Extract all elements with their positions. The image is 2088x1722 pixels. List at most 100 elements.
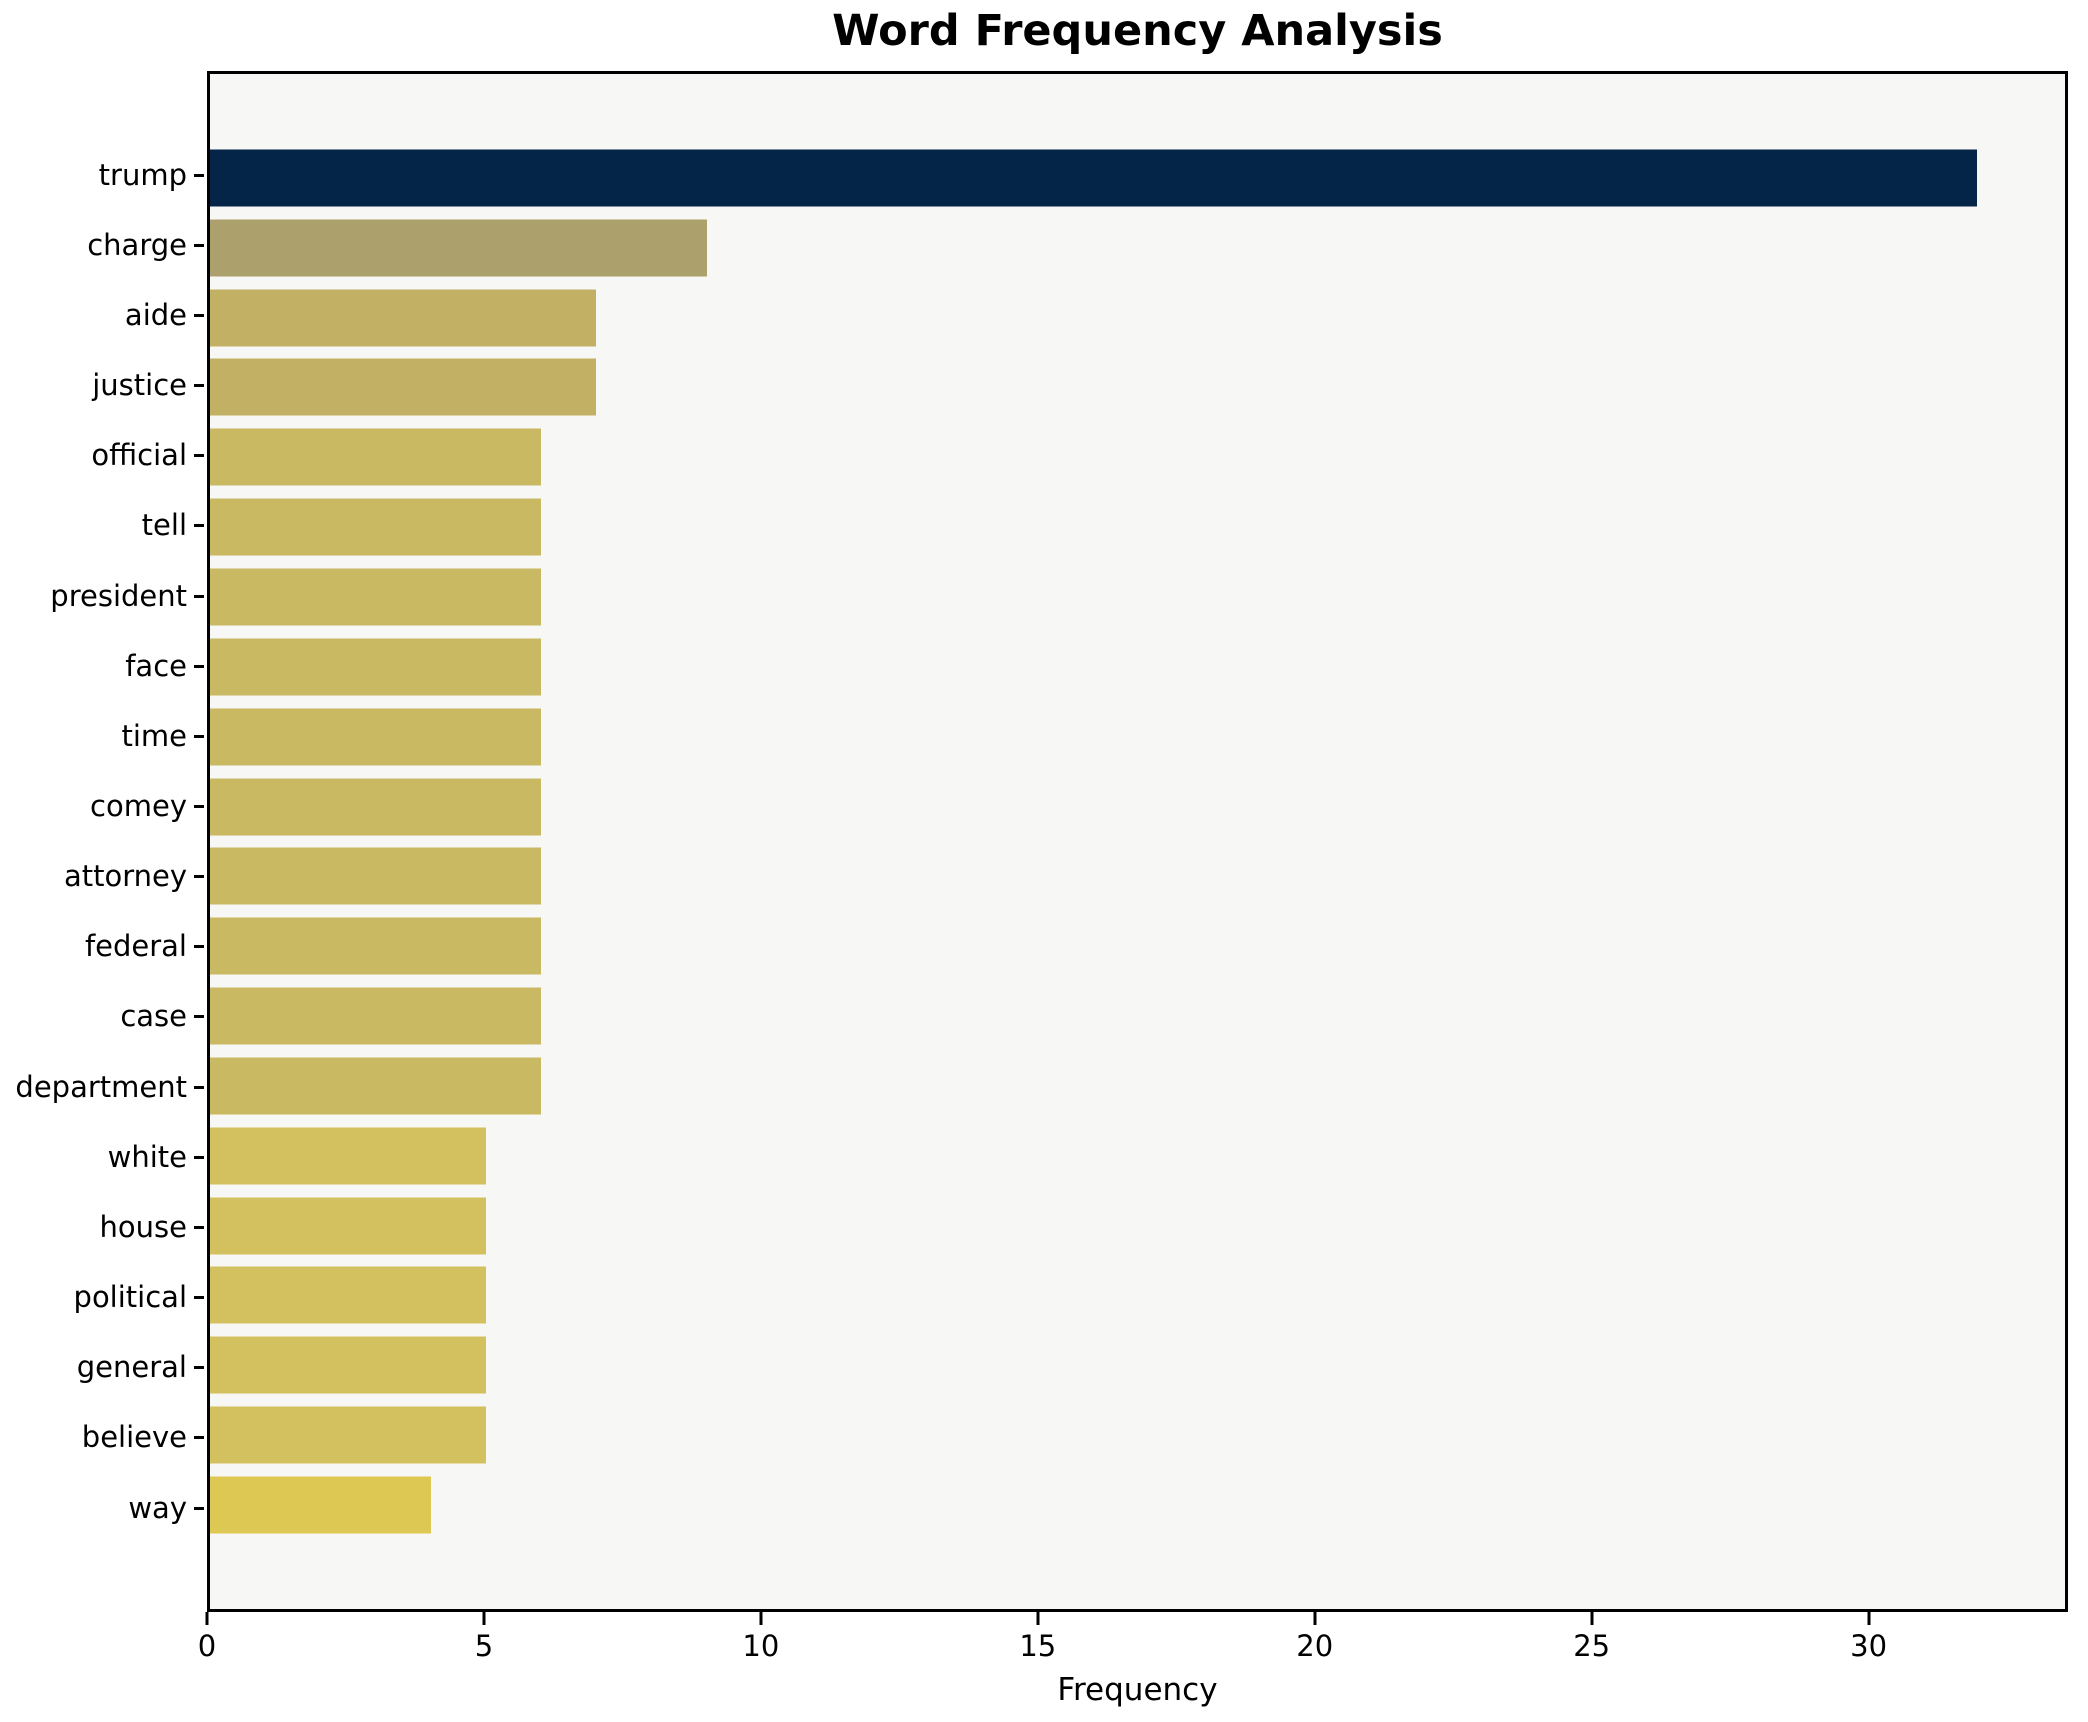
y-tick-label-house: house bbox=[99, 1209, 187, 1244]
bar-justice bbox=[210, 358, 597, 416]
bar-row bbox=[210, 283, 2065, 353]
bar-row bbox=[210, 213, 2065, 283]
y-tick-row: white bbox=[0, 1122, 204, 1192]
bar-white bbox=[210, 1127, 487, 1185]
y-tick-mark bbox=[194, 1506, 204, 1510]
bar-row bbox=[210, 353, 2065, 423]
x-tick-label: 25 bbox=[1573, 1629, 1611, 1663]
bar-row bbox=[210, 562, 2065, 632]
y-tick-mark bbox=[194, 804, 204, 808]
x-tick-mark bbox=[1867, 1612, 1871, 1625]
y-tick-mark bbox=[194, 384, 204, 388]
y-tick-label-tell: tell bbox=[141, 508, 187, 543]
y-tick-row: face bbox=[0, 631, 204, 701]
bar-row bbox=[210, 702, 2065, 772]
y-tick-label-time: time bbox=[121, 718, 187, 753]
y-tick-mark bbox=[194, 594, 204, 598]
bar-trump bbox=[210, 149, 1977, 207]
y-tick-label-white: white bbox=[107, 1139, 187, 1174]
y-tick-mark bbox=[194, 1296, 204, 1300]
x-axis: 0 5 10 15 20 25 30 bbox=[198, 1610, 2068, 1690]
y-tick-label-president: president bbox=[50, 578, 187, 613]
bar-attorney bbox=[210, 847, 542, 905]
bar-time bbox=[210, 708, 542, 766]
y-tick-label-official: official bbox=[91, 438, 187, 473]
y-tick-row: official bbox=[0, 421, 204, 491]
bar-aide bbox=[210, 289, 597, 347]
bar-house bbox=[210, 1197, 487, 1255]
x-tick-mark bbox=[1313, 1612, 1317, 1625]
y-tick-row: aide bbox=[0, 280, 204, 350]
y-tick-row: house bbox=[0, 1192, 204, 1262]
x-tick-label: 5 bbox=[474, 1629, 494, 1663]
y-axis: trump charge aide justice official tell presid… bbox=[0, 71, 204, 1612]
y-tick-label-charge: charge bbox=[87, 227, 187, 262]
y-tick-mark bbox=[194, 1436, 204, 1440]
y-tick-label-trump: trump bbox=[98, 157, 187, 192]
bar-face bbox=[210, 638, 542, 696]
y-tick-row: trump bbox=[0, 140, 204, 210]
y-tick-label-comey: comey bbox=[90, 788, 187, 823]
bar-way bbox=[210, 1476, 431, 1534]
y-tick-mark bbox=[194, 1155, 204, 1159]
y-tick-row: case bbox=[0, 982, 204, 1052]
y-tick-label-aide: aide bbox=[124, 297, 187, 332]
y-tick-mark bbox=[194, 734, 204, 738]
x-tick-mark bbox=[759, 1612, 763, 1625]
y-tick-row: department bbox=[0, 1052, 204, 1122]
y-tick-mark bbox=[194, 173, 204, 177]
bar-comey bbox=[210, 778, 542, 836]
bar-row bbox=[210, 841, 2065, 911]
y-tick-label-case: case bbox=[120, 999, 187, 1034]
bar-official bbox=[210, 428, 542, 486]
y-tick-mark bbox=[194, 1225, 204, 1229]
bars-container bbox=[210, 74, 2065, 1609]
x-axis-label: Frequency bbox=[1057, 1672, 1218, 1708]
y-tick-label-believe: believe bbox=[81, 1420, 187, 1455]
y-tick-label-justice: justice bbox=[92, 368, 187, 403]
x-tick-mark bbox=[1590, 1612, 1594, 1625]
y-tick-mark bbox=[194, 524, 204, 528]
bar-row bbox=[210, 1330, 2065, 1400]
bar-row bbox=[210, 143, 2065, 213]
x-tick-mark bbox=[482, 1612, 486, 1625]
x-tick-mark bbox=[1036, 1612, 1040, 1625]
bar-row bbox=[210, 772, 2065, 842]
y-tick-label-political: political bbox=[73, 1280, 187, 1315]
bar-believe bbox=[210, 1406, 487, 1464]
y-tick-label-general: general bbox=[76, 1350, 187, 1385]
chart-title: Word Frequency Analysis bbox=[832, 6, 1443, 56]
y-tick-label-face: face bbox=[125, 648, 187, 683]
bar-general bbox=[210, 1336, 487, 1394]
bar-president bbox=[210, 568, 542, 626]
y-tick-label-attorney: attorney bbox=[63, 859, 187, 894]
bar-row bbox=[210, 1400, 2065, 1470]
bar-federal bbox=[210, 917, 542, 975]
y-tick-row: comey bbox=[0, 771, 204, 841]
y-tick-mark bbox=[194, 454, 204, 458]
y-tick-label-way: way bbox=[128, 1490, 187, 1525]
bar-row bbox=[210, 422, 2065, 492]
y-tick-mark bbox=[194, 313, 204, 317]
bar-political bbox=[210, 1266, 487, 1324]
x-tick-label: 0 bbox=[197, 1629, 217, 1663]
y-tick-row: attorney bbox=[0, 842, 204, 912]
y-tick-row: general bbox=[0, 1333, 204, 1403]
x-tick-label: 30 bbox=[1850, 1629, 1888, 1663]
bar-department bbox=[210, 1057, 542, 1115]
y-tick-row: president bbox=[0, 561, 204, 631]
y-tick-mark bbox=[194, 875, 204, 879]
x-tick-mark bbox=[205, 1612, 209, 1625]
y-tick-row: way bbox=[0, 1473, 204, 1543]
y-tick-mark bbox=[194, 1015, 204, 1019]
y-tick-row: political bbox=[0, 1263, 204, 1333]
bar-row bbox=[210, 1121, 2065, 1191]
y-tick-mark bbox=[194, 1366, 204, 1370]
y-tick-label-federal: federal bbox=[84, 929, 187, 964]
x-tick-label: 10 bbox=[742, 1629, 780, 1663]
y-tick-label-department: department bbox=[15, 1069, 187, 1104]
y-tick-mark bbox=[194, 243, 204, 247]
y-tick-mark bbox=[194, 945, 204, 949]
y-tick-mark bbox=[194, 664, 204, 668]
